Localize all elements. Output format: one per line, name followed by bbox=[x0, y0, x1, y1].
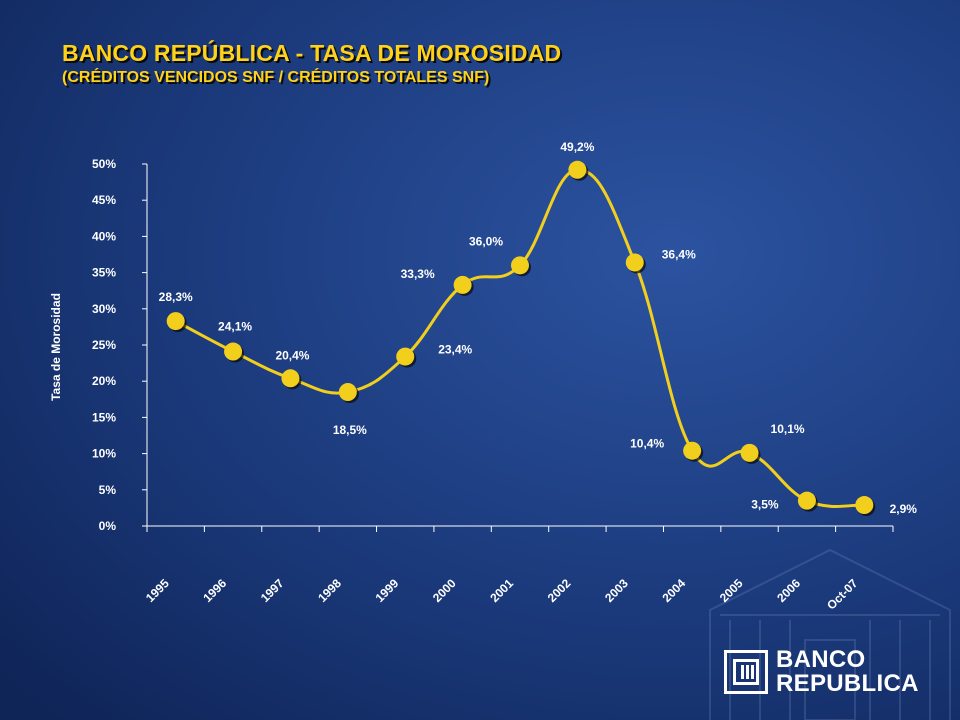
y-tick-label: 35% bbox=[92, 266, 116, 280]
chart-line-layer bbox=[174, 168, 865, 508]
logo-line1: BANCO bbox=[776, 646, 866, 673]
data-point bbox=[453, 275, 472, 294]
logo-line2: REPUBLICA bbox=[776, 670, 919, 697]
data-point bbox=[568, 160, 587, 179]
data-label: 49,2% bbox=[560, 140, 594, 154]
chart-title: BANCO REPÚBLICA - TASA DE MOROSIDAD bbox=[62, 40, 562, 66]
title-block: BANCO REPÚBLICA - TASA DE MOROSIDAD (CRÉ… bbox=[62, 40, 561, 87]
data-label: 10,4% bbox=[630, 437, 664, 451]
data-point bbox=[740, 443, 759, 462]
data-point bbox=[338, 383, 357, 402]
logo-emblem-icon bbox=[724, 650, 768, 694]
y-tick-label: 50% bbox=[92, 157, 116, 171]
data-label: 23,4% bbox=[438, 343, 472, 357]
data-point bbox=[224, 342, 243, 361]
x-tick-label: 2004 bbox=[659, 576, 688, 605]
y-tick-label: 15% bbox=[92, 410, 116, 424]
x-tick-label: 2005 bbox=[717, 576, 746, 605]
y-tick-label: 40% bbox=[92, 229, 116, 243]
chart-label-layer: 28,3% 24,1% 20,4% 18,5% 23,4% 33,3% 36,0% 49,2%… bbox=[159, 140, 918, 516]
y-tick-label: 20% bbox=[92, 374, 116, 388]
logo-wordmark: BANCO REPUBLICA bbox=[776, 648, 919, 696]
x-tick-label: 1996 bbox=[200, 576, 229, 605]
chart-marker-layer bbox=[166, 160, 876, 517]
x-tick-label: Oct-07 bbox=[824, 576, 861, 613]
x-tick-label: 1995 bbox=[143, 576, 172, 605]
data-label: 36,4% bbox=[662, 247, 696, 261]
x-tick-label: 2003 bbox=[602, 576, 631, 605]
data-point bbox=[855, 496, 874, 515]
x-tick-label: 2001 bbox=[487, 576, 516, 605]
y-tick-label: 25% bbox=[92, 338, 116, 352]
data-label: 36,0% bbox=[469, 234, 503, 248]
series-line bbox=[174, 168, 865, 508]
y-tick-label: 45% bbox=[92, 193, 116, 207]
data-point bbox=[683, 441, 702, 460]
data-label: 24,1% bbox=[218, 320, 252, 334]
data-label: 20,4% bbox=[275, 348, 309, 362]
y-tick-label: 5% bbox=[99, 483, 117, 497]
data-label: 33,3% bbox=[401, 267, 435, 281]
data-label: 3,5% bbox=[751, 498, 779, 512]
data-point bbox=[396, 347, 415, 366]
banco-republica-logo: BANCO REPUBLICA bbox=[724, 648, 938, 698]
x-tick-label: 1997 bbox=[258, 576, 287, 605]
x-tick-label: 1998 bbox=[315, 576, 344, 605]
y-tick-label: 10% bbox=[92, 447, 116, 461]
data-label: 10,1% bbox=[771, 422, 805, 436]
x-tick-label: 2006 bbox=[774, 576, 803, 605]
y-tick-label: 0% bbox=[99, 519, 117, 533]
data-point bbox=[625, 253, 644, 272]
x-tick-label: 2002 bbox=[545, 576, 574, 605]
data-label: 18,5% bbox=[333, 423, 367, 437]
x-tick-label: 1999 bbox=[373, 576, 402, 605]
chart-axes: 0% 5% 10% 15% 20% 25% 30% 35% 40% 45% 50% Tasa de M… bbox=[49, 157, 894, 613]
data-label: 2,9% bbox=[890, 502, 918, 516]
data-point bbox=[511, 256, 529, 275]
y-axis-title: Tasa de Morosidad bbox=[49, 293, 63, 401]
x-tick-label: 2000 bbox=[430, 576, 459, 605]
building-watermark bbox=[709, 548, 951, 720]
data-point bbox=[281, 369, 300, 388]
data-point bbox=[797, 491, 816, 510]
data-label: 28,3% bbox=[159, 290, 193, 304]
y-tick-label: 30% bbox=[92, 302, 116, 316]
chart-subtitle: (CRÉDITOS VENCIDOS SNF / CRÉDITOS TOTALE… bbox=[62, 69, 490, 86]
data-point bbox=[166, 312, 185, 331]
